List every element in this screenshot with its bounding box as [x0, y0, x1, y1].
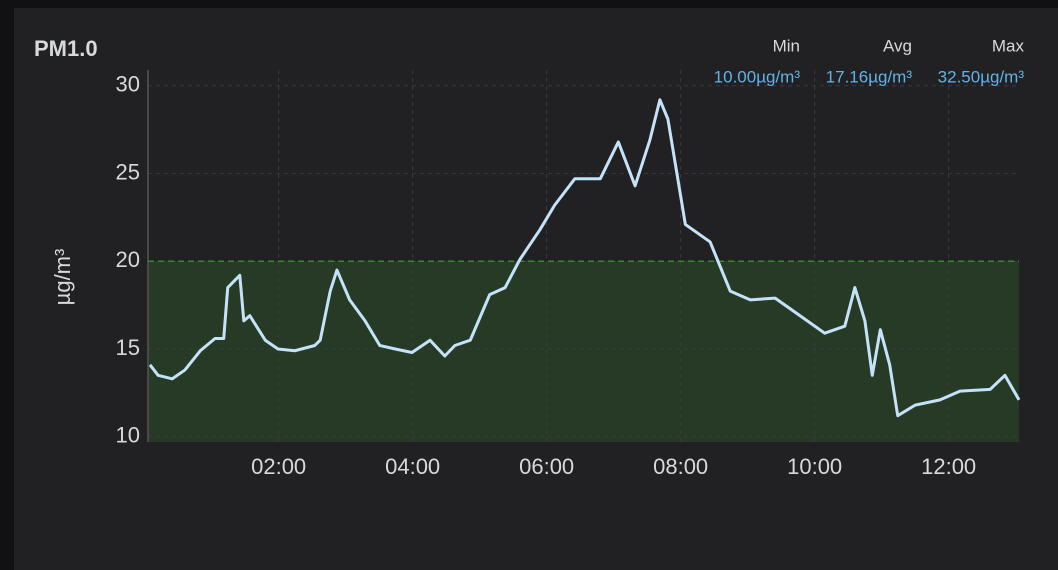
legend-value: 17.16µg/m³	[826, 67, 913, 86]
y-tick-label: 15	[116, 335, 140, 360]
x-tick-label: 02:00	[251, 454, 306, 479]
y-tick-label: 10	[116, 423, 140, 448]
data-line	[148, 98, 1021, 418]
x-tick-label: 04:00	[385, 454, 440, 479]
x-tick-label: 06:00	[519, 454, 574, 479]
legend-header: Min	[773, 36, 800, 55]
y-tick-label: 30	[116, 72, 140, 97]
legend-header: Max	[992, 36, 1025, 55]
legend-value: 32.50µg/m³	[938, 67, 1025, 86]
y-tick-label: 20	[116, 247, 140, 272]
x-tick-label: 08:00	[653, 454, 708, 479]
chart-title: PM1.0	[34, 36, 98, 61]
x-tick-label: 10:00	[787, 454, 842, 479]
legend-value: 10.00µg/m³	[714, 67, 801, 86]
y-axis-label: µg/m³	[50, 249, 75, 306]
panel	[14, 8, 1058, 570]
legend-header: Avg	[883, 36, 912, 55]
x-tick-label: 12:00	[921, 454, 976, 479]
y-tick-label: 25	[116, 159, 140, 184]
